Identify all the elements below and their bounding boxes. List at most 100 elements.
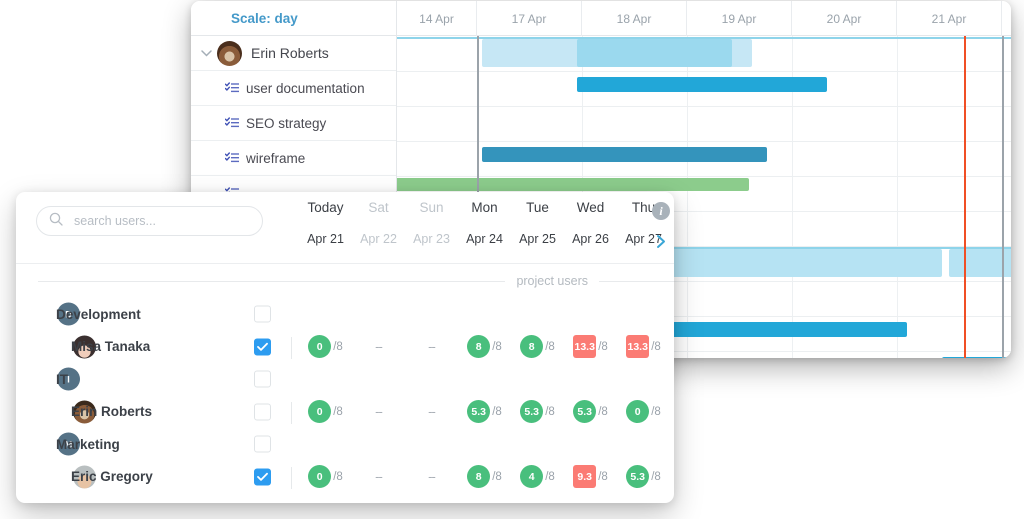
group-label: Marketing <box>56 436 120 452</box>
capacity-cell[interactable]: 0/8 <box>299 461 352 494</box>
capacity-cell[interactable]: 13.3/8 <box>617 331 670 364</box>
task-bar-green[interactable] <box>397 178 749 191</box>
day-header-wed[interactable]: Wed Apr 26 <box>564 192 617 254</box>
timeline-column-header: 14 Apr <box>397 1 477 36</box>
capacity-cell[interactable]: 5.3/8 <box>511 396 564 429</box>
day-name: Tue <box>526 200 549 215</box>
search-input[interactable] <box>72 213 250 229</box>
scale-label: Scale: day <box>191 1 396 36</box>
search-box[interactable] <box>36 206 263 236</box>
info-icon[interactable]: i <box>652 202 670 220</box>
day-header-tue[interactable]: Tue Apr 25 <box>511 192 564 254</box>
day-header-sat[interactable]: Sat Apr 22 <box>352 192 405 254</box>
day-name: Thu <box>631 200 656 215</box>
grid-hline <box>397 211 1011 212</box>
timeline-column-header: 20 Apr <box>792 1 897 36</box>
gantt-row-task-user-documentation[interactable]: user documentation <box>191 71 396 106</box>
grid-hline <box>397 246 1011 247</box>
day-header-sun[interactable]: Sun Apr 23 <box>405 192 458 254</box>
row-checkbox[interactable] <box>254 370 271 388</box>
capacity-cell[interactable]: 5.3/8 <box>564 396 617 429</box>
capacity-cells: 0/8 -- -- 5.3/8 5.3/8 5.3/8 0/8 <box>299 396 674 429</box>
task-bar-user-documentation[interactable] <box>577 77 827 92</box>
capacity-cell[interactable]: 8/8 <box>511 331 564 364</box>
row-checkbox[interactable] <box>254 338 271 356</box>
grid-hline <box>397 106 1011 107</box>
capacity-pill: 5.3 <box>520 400 544 424</box>
gantt-timeline-header: 14 Apr 17 Apr 18 Apr 19 Apr 20 Apr 21 Apr <box>397 1 1011 36</box>
gantt-row-resource-erin-roberts[interactable]: Erin Roberts <box>191 36 396 71</box>
section-label: project users <box>516 274 588 288</box>
group-row[interactable]: M Marketing <box>16 428 674 461</box>
user-row[interactable]: Erin Roberts 0/8 -- -- 5.3/8 5.3/8 5.3/8 0/8 <box>16 396 674 429</box>
today-marker <box>964 36 966 358</box>
capacity-cell[interactable]: 9.3/8 <box>564 461 617 494</box>
capacity-denominator: /8 <box>598 470 608 483</box>
capacity-cell[interactable]: -- <box>405 331 458 364</box>
day-name: Sat <box>368 200 389 215</box>
capacity-cell[interactable]: 0/8 <box>299 331 352 364</box>
day-date: Apr 25 <box>519 232 556 246</box>
group-initial-badge: I <box>57 367 80 391</box>
capacity-cell[interactable]: 5.3/8 <box>617 461 670 494</box>
summary-bar-mid[interactable] <box>577 39 732 67</box>
chevron-down-icon[interactable] <box>197 44 215 62</box>
user-row[interactable]: Misa Tanaka 0/8 -- -- 8/8 8/8 13.3/8 13.3/8 <box>16 331 674 364</box>
capacity-denominator: /8 <box>598 405 608 418</box>
user-name: Eric Gregory <box>71 469 153 485</box>
capacity-pill: 0 <box>626 400 650 424</box>
capacity-cell[interactable]: -- <box>352 331 405 364</box>
capacity-cell[interactable]: 5.3/8 <box>458 396 511 429</box>
capacity-cell[interactable]: 13.3/8 <box>564 331 617 364</box>
capacity-cell[interactable]: 0/8 <box>617 396 670 429</box>
day-date: Apr 27 <box>625 232 662 246</box>
capacity-cell[interactable]: 4/8 <box>511 461 564 494</box>
summary-top-line <box>397 247 1011 249</box>
capacity-cell[interactable]: -- <box>405 461 458 494</box>
grid-hline <box>397 281 1011 282</box>
row-separator <box>291 401 292 424</box>
grid-hline <box>397 316 1011 317</box>
row-checkbox[interactable] <box>254 403 271 421</box>
gantt-row-task-seo-strategy[interactable]: SEO strategy <box>191 106 396 141</box>
capacity-denominator: /8 <box>651 405 661 418</box>
group-initial-badge: M <box>57 432 80 456</box>
row-checkbox[interactable] <box>254 435 271 453</box>
group-label: Development <box>56 306 141 322</box>
day-header-thu[interactable]: Thu Apr 27 <box>617 192 670 254</box>
row-separator <box>291 466 292 489</box>
chevron-right-icon[interactable] <box>651 230 671 252</box>
capacity-pill: 9.3 <box>573 465 597 489</box>
capacity-pill: 0 <box>308 335 332 359</box>
timeline-grid-marker <box>1002 36 1004 358</box>
capacity-cell[interactable]: -- <box>352 396 405 429</box>
capacity-pill: 13.3 <box>573 335 597 359</box>
capacity-cell[interactable]: 8/8 <box>458 461 511 494</box>
divider-line-right <box>599 280 674 282</box>
user-name: Misa Tanaka <box>71 339 151 355</box>
capacity-cell[interactable]: -- <box>352 461 405 494</box>
avatar <box>217 40 242 66</box>
capacity-empty: -- <box>375 469 383 485</box>
gantt-row-task-wireframe[interactable]: wireframe <box>191 141 396 176</box>
capacity-cell[interactable]: 0/8 <box>299 396 352 429</box>
user-row[interactable]: Eric Gregory 0/8 -- -- 8/8 4/8 9.3/8 5.3/8 <box>16 461 674 494</box>
summary-top-line <box>397 37 1011 39</box>
capacity-cell[interactable]: -- <box>405 396 458 429</box>
day-header-mon[interactable]: Mon Apr 24 <box>458 192 511 254</box>
avatar <box>73 400 96 424</box>
capacity-cell[interactable]: 8/8 <box>458 331 511 364</box>
lower-task-bar-2[interactable] <box>942 357 1011 358</box>
row-checkbox[interactable] <box>254 305 271 323</box>
capacity-cells: 0/8 -- -- 8/8 8/8 13.3/8 13.3/8 <box>299 331 674 364</box>
day-header-today[interactable]: Today Apr 21 <box>299 192 352 254</box>
lower-summary-light-2[interactable] <box>949 249 1011 277</box>
group-row[interactable]: I IT <box>16 363 674 396</box>
grid-vline <box>897 36 898 358</box>
group-row[interactable]: D Development <box>16 298 674 331</box>
row-checkbox[interactable] <box>254 468 271 486</box>
capacity-denominator: /8 <box>598 340 608 353</box>
task-bar-wireframe[interactable] <box>482 147 767 162</box>
day-name: Mon <box>471 200 498 215</box>
